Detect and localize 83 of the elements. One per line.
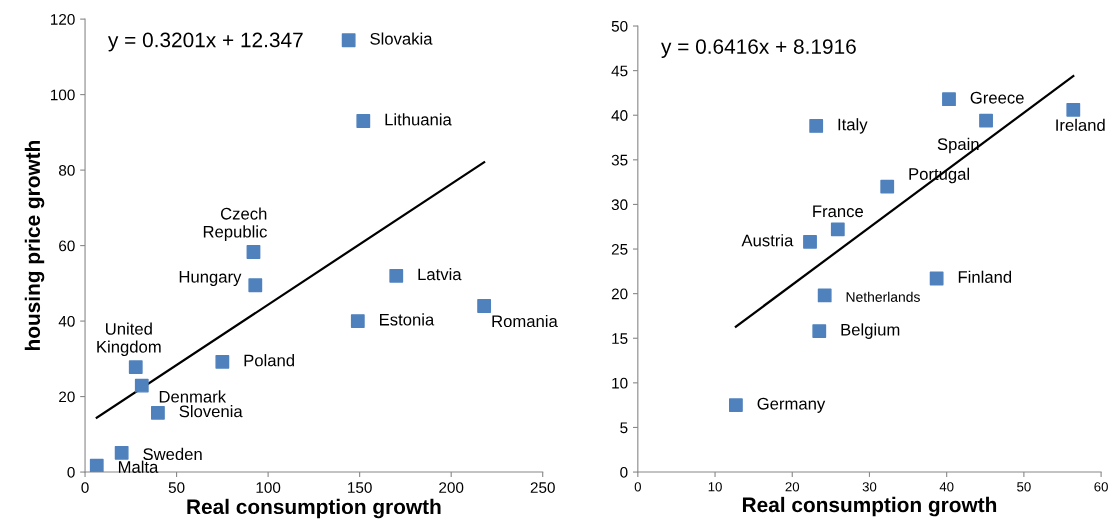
x-tick-label: 100 [256,482,281,493]
y-tick-label: 120 [51,13,75,25]
point [1066,102,1081,117]
y-tick-label: 5 [620,422,628,434]
annotation: Poland [244,354,294,367]
annotation: Ireland [1056,118,1105,132]
annotation: United Kingdom [97,322,161,357]
annotation: Finland [958,270,1012,283]
annotation: Estonia [380,313,435,326]
point [134,378,149,393]
x-tick-label: 150 [348,482,372,493]
point [830,222,845,237]
annotation: France [813,205,863,218]
annotation: Austria [741,234,794,247]
annotation: Slovakia [370,32,433,45]
point [246,245,261,259]
x-tick-label: 0 [81,482,89,493]
annotation: Slovenia [179,405,243,418]
x-axis-title: Real consumption growth [187,498,441,519]
point [248,278,263,293]
point [809,119,824,133]
y-tick-label: 20 [611,288,628,300]
annotation: Sweden [143,447,202,461]
annotation: Hungary [179,271,242,287]
y-tick-label: 35 [611,154,628,166]
annotation: Germany [757,397,826,413]
y-tick-label: 0 [620,466,628,478]
y-tick-label: 25 [611,243,628,255]
annotation: Malta [118,460,159,473]
annotation: y = 0.3201x + 12.347 [107,32,303,52]
annotation: Czech Republic [203,207,267,241]
x-axis-title: Real consumption growth [742,496,997,517]
point [880,179,895,194]
y-tick-label: 40 [611,110,628,121]
y-tick-label: 40 [58,315,75,327]
annotation: y = 0.6416x + 8.1916 [661,39,856,59]
point [817,288,832,303]
y-tick-label: 0 [67,466,75,478]
point [128,360,143,375]
y-tick-label: 15 [612,333,628,344]
point [979,113,993,128]
point [215,354,230,369]
x-tick-label: 30 [862,482,877,492]
point [350,314,365,328]
x-tick-label: 50 [168,482,185,493]
point [942,92,956,107]
x-tick-label: 200 [439,482,464,493]
y-tick-label: 100 [51,89,75,101]
x-tick-label: 50 [1017,482,1031,492]
annotation: Greece [970,91,1024,104]
annotation: Spain [937,137,979,154]
annotation: Lithuania [385,113,452,126]
annotation: Belgium [841,323,900,339]
y-tick-label: 10 [612,377,628,389]
annotation: Latvia [418,268,462,281]
point [356,114,371,128]
x-tick-label: 0 [634,482,641,492]
point [341,33,356,48]
y-tick-label: 45 [611,65,628,77]
annotation: Denmark [159,390,227,403]
y-tick-label: 50 [611,20,628,32]
point [812,324,827,339]
point [150,405,165,420]
x-tick-label: 10 [708,482,722,492]
annotation: Italy [838,118,868,134]
x-tick-label: 20 [785,482,800,492]
point [114,445,129,460]
x-tick-label: 60 [1094,482,1108,492]
y-tick-label: 60 [59,240,75,252]
y-axis-title: housing price growth [24,140,45,351]
y-tick-label: 30 [611,199,628,211]
y-tick-label: 20 [59,391,75,403]
point [477,299,492,313]
annotation: Romania [492,314,558,328]
point [803,234,817,249]
point [389,268,404,283]
x-tick-label: 250 [530,482,555,493]
x-tick-label: 40 [939,482,954,492]
annotation: Netherlands [846,291,920,302]
y-tick-label: 80 [58,164,75,176]
point [89,458,104,473]
point [929,271,944,286]
point [728,398,743,413]
